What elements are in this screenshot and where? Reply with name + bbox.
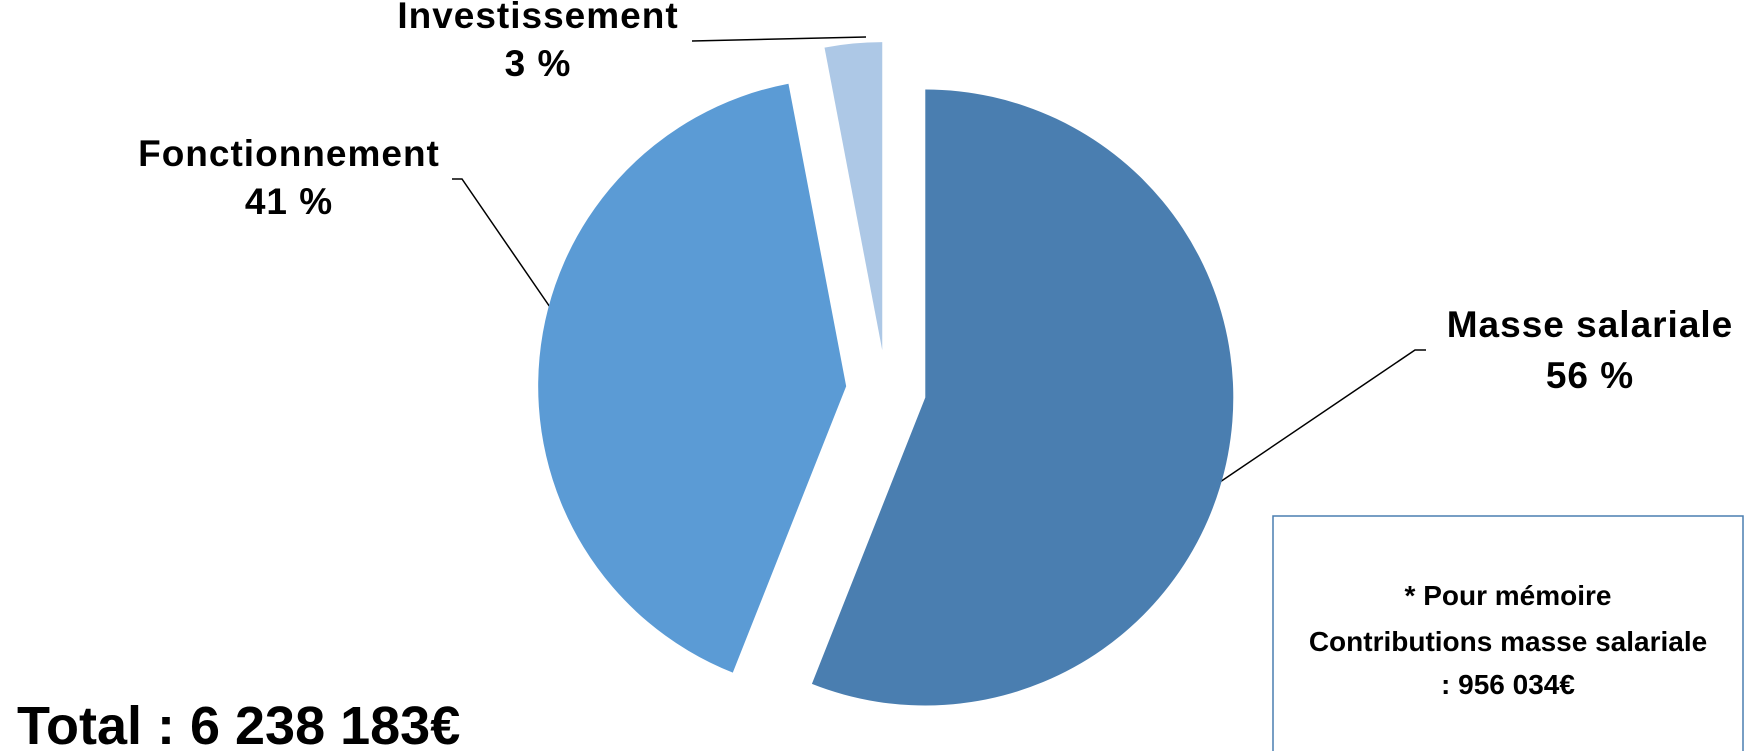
- pie-slice: [824, 42, 883, 351]
- total: Total : 6 238 183€: [17, 696, 460, 751]
- leader-line: [691, 36, 867, 42]
- value-label: 41 %: [245, 181, 333, 222]
- value-label: 3 %: [505, 43, 572, 84]
- value-label: 56 %: [1546, 355, 1634, 396]
- slice-label: Investissement: [397, 0, 678, 36]
- note-line: : 956 034€: [1441, 669, 1575, 700]
- note-line: * Pour mémoire: [1405, 580, 1612, 611]
- note-line: Contributions masse salariale: [1309, 626, 1707, 657]
- pie-slice: [811, 89, 1234, 706]
- note-box: [1272, 515, 1744, 751]
- slice-label: Fonctionnement: [138, 133, 440, 174]
- leader-line: [1219, 349, 1426, 483]
- slice-label: Masse salariale: [1447, 304, 1734, 345]
- leader-line: [452, 178, 553, 311]
- pie-slice: [538, 83, 847, 673]
